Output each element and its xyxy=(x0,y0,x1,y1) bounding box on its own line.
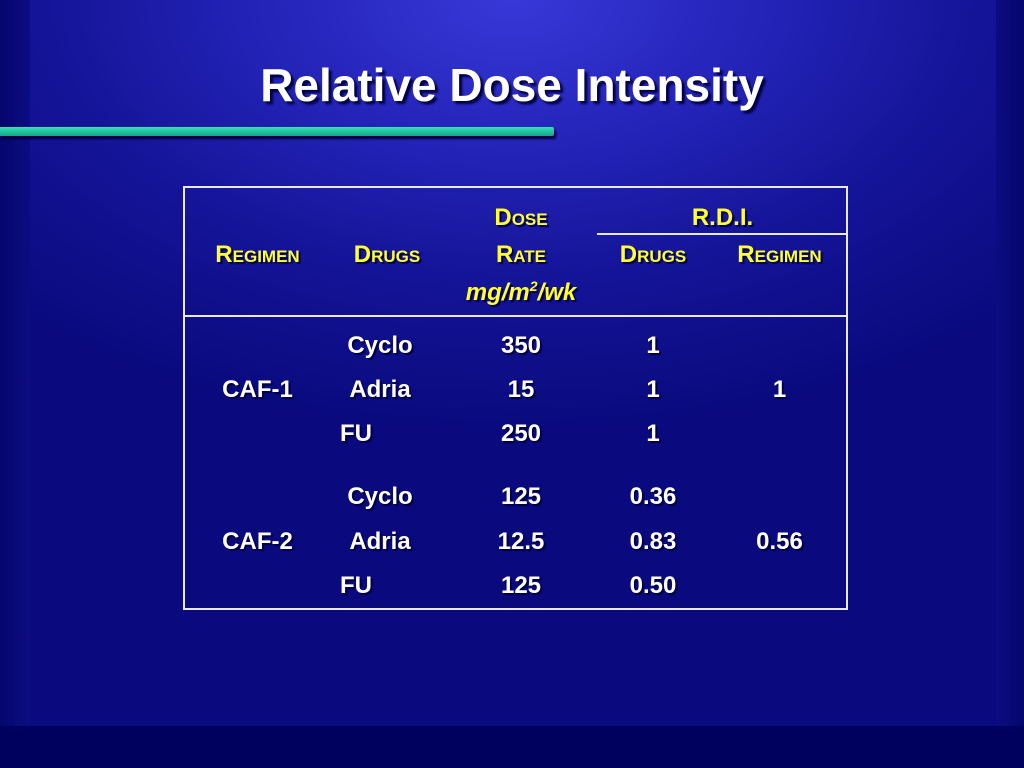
header-regimen: Regimen xyxy=(215,241,300,268)
regimen-rdi-caf-1: 1 xyxy=(772,376,787,403)
slide-title: Relative Dose Intensity xyxy=(260,59,764,111)
table-row-drug: FU xyxy=(340,420,372,447)
table-row-drug: Adria xyxy=(349,376,411,403)
header-drugs: Drugs xyxy=(353,241,421,268)
header-dose-unit: mg/m2/wk xyxy=(447,279,595,307)
header-separator xyxy=(185,315,846,317)
dose-intensity-table: Regimen Drugs Dose Rate mg/m2/wk R.D.I. … xyxy=(183,186,848,610)
table-row-drug: Cyclo xyxy=(347,332,413,359)
table-row-dose: 125 xyxy=(500,483,542,510)
table-row-dose: 350 xyxy=(500,332,542,359)
header-rdi-regimen: Regimen xyxy=(737,241,822,268)
table-row-rdi: 1 xyxy=(646,376,660,403)
slide-left-band xyxy=(0,0,30,726)
dose-unit-tail: /wk xyxy=(537,279,577,306)
table-row-dose: 12.5 xyxy=(497,528,545,555)
table-row-rdi: 1 xyxy=(646,420,660,447)
header-dose: Dose xyxy=(494,204,548,231)
dose-unit-base: mg/m xyxy=(465,279,530,306)
rdi-header-underline xyxy=(597,233,848,235)
table-row-drug: Adria xyxy=(349,528,411,555)
header-rdi-drugs: Drugs xyxy=(619,241,687,268)
table-row-dose: 15 xyxy=(507,376,535,403)
table-row-dose: 125 xyxy=(500,572,542,599)
table-row-rdi: 0.50 xyxy=(629,572,677,599)
regimen-rdi-caf-2: 0.56 xyxy=(756,528,803,555)
table-row-rdi: 1 xyxy=(646,332,660,359)
table-row-drug: FU xyxy=(340,572,372,599)
slide-right-band xyxy=(996,0,1024,726)
header-rate: Rate xyxy=(495,241,547,268)
dose-unit-superscript: 2 xyxy=(529,278,538,294)
title-accent-bar xyxy=(0,127,554,136)
table-row-rdi: 0.36 xyxy=(629,483,677,510)
table-row-dose: 250 xyxy=(500,420,542,447)
regimen-caf-2: CAF-2 xyxy=(222,528,293,555)
slide-bottom-band xyxy=(0,726,1024,768)
regimen-caf-1: CAF-1 xyxy=(222,376,293,403)
table-row-rdi: 0.83 xyxy=(629,528,677,555)
table-row-drug: Cyclo xyxy=(347,483,413,510)
header-rdi: R.D.I. xyxy=(691,204,754,231)
